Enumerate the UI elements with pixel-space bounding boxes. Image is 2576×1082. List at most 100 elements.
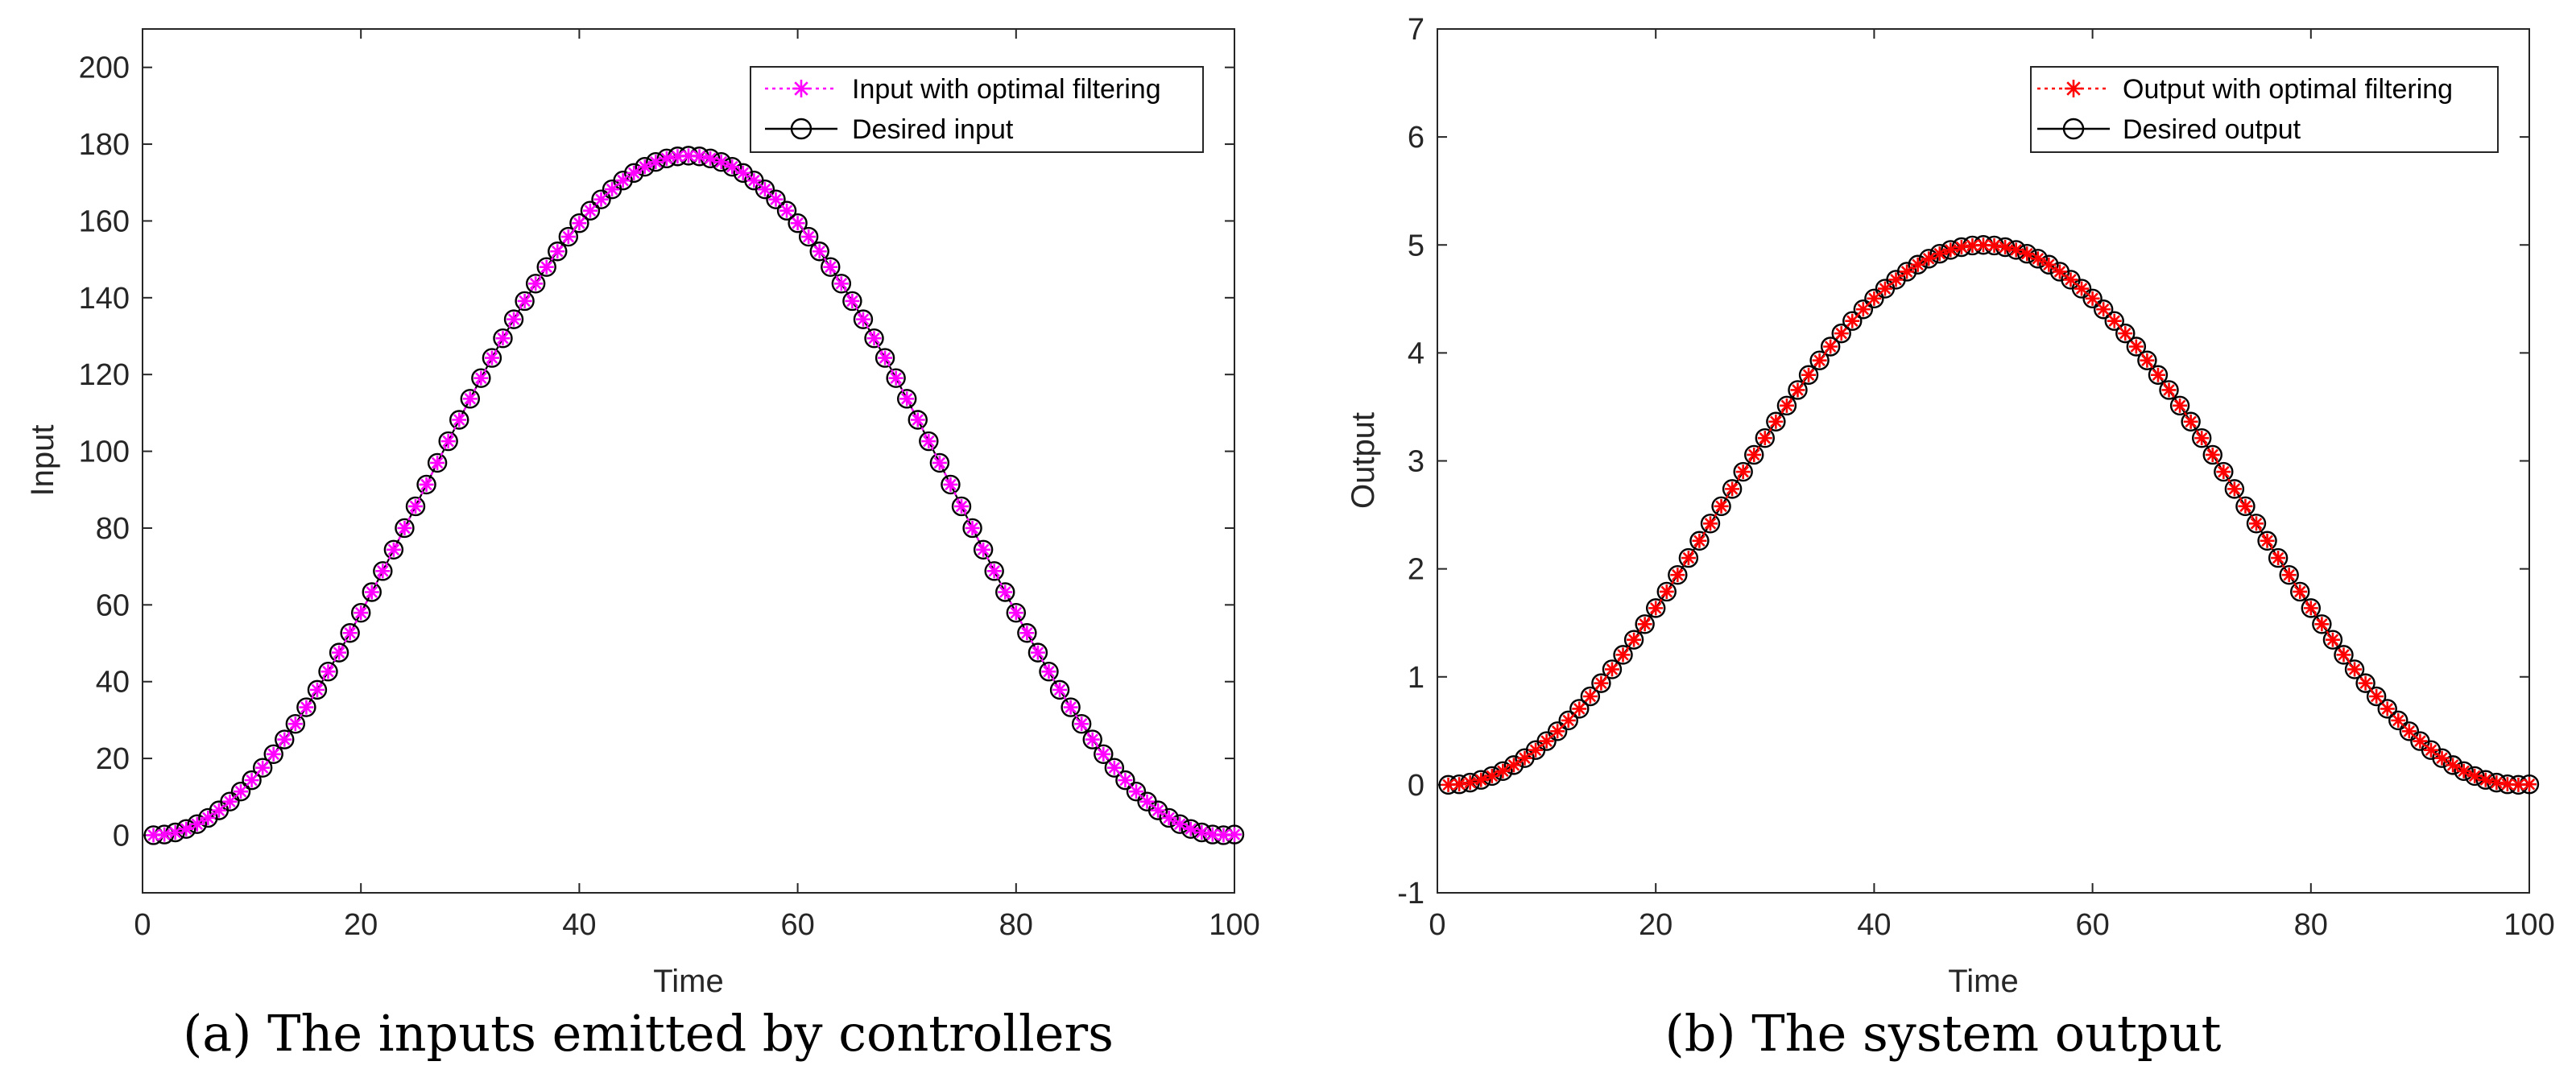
a-point-filtered — [1008, 605, 1023, 621]
a-point-desired — [1169, 814, 1190, 834]
a-point-desired — [864, 328, 884, 349]
b-point-filtered — [1735, 465, 1751, 480]
b-point-filtered — [2325, 632, 2340, 647]
b-point-desired — [1547, 721, 1568, 741]
a-point-desired — [515, 291, 535, 312]
b-point-filtered — [1867, 291, 1882, 306]
b-ytick-label: -1 — [1397, 877, 1424, 911]
a-point-desired — [776, 200, 797, 221]
a-point-desired — [493, 328, 513, 349]
b-point-filtered — [2085, 291, 2100, 306]
a-ytick-label: 20 — [96, 742, 130, 776]
a-point-desired — [1049, 679, 1070, 700]
b-point-desired — [2093, 299, 2114, 320]
b-point-filtered — [1768, 414, 1784, 429]
a-point-desired — [373, 561, 393, 581]
b-point-desired — [1918, 249, 1939, 269]
b-point-filtered — [1659, 584, 1674, 599]
a-point-desired — [220, 791, 240, 812]
b-ytick-label: 5 — [1408, 229, 1424, 262]
a-point-filtered — [507, 312, 522, 327]
a-point-desired — [460, 389, 480, 409]
a-ytick-label: 200 — [79, 52, 130, 85]
b-ytick-label: 1 — [1408, 661, 1424, 695]
a-point-filtered — [1052, 682, 1068, 697]
b-point-filtered — [2227, 481, 2242, 497]
a-ytick-label: 160 — [79, 204, 130, 238]
a-point-filtered — [823, 259, 838, 275]
a-point-desired — [536, 257, 556, 277]
b-point-desired — [2290, 581, 2310, 602]
legend-a-label-filtered: Input with optimal filtering — [852, 74, 1161, 105]
b-point-desired — [1809, 350, 1830, 370]
a-point-desired — [951, 496, 972, 517]
legend-b-circle-marker — [2062, 118, 2085, 140]
a-point-filtered — [354, 605, 369, 621]
b-point-desired — [2115, 323, 2136, 344]
a-point-desired — [613, 171, 633, 191]
b-point-filtered — [2041, 257, 2057, 272]
series-group-a — [143, 146, 1245, 845]
b-point-desired — [1722, 479, 1743, 499]
legend-b-label-desired: Desired output — [2123, 114, 2301, 145]
b-point-filtered — [2391, 712, 2406, 728]
b-point-filtered — [1900, 264, 1915, 279]
b-point-desired — [1645, 598, 1666, 618]
a-point-filtered — [976, 542, 991, 557]
b-ytick-label: 6 — [1408, 121, 1424, 155]
b-point-filtered — [1604, 662, 1619, 677]
legend-b: Output with optimal filtering Desired ou… — [2030, 66, 2499, 153]
a-point-filtered — [1096, 746, 1111, 762]
a-point-filtered — [1227, 827, 1242, 842]
b-point-filtered — [1801, 367, 1817, 382]
b-ytick-label: 3 — [1408, 445, 1424, 479]
a-point-desired — [831, 274, 852, 294]
a-point-desired — [896, 389, 917, 409]
b-point-desired — [2268, 547, 2289, 568]
b-point-filtered — [1987, 237, 2002, 253]
b-point-filtered — [1627, 632, 1642, 647]
b-point-filtered — [2249, 516, 2264, 531]
a-point-desired — [329, 642, 349, 663]
b-point-desired — [2137, 350, 2157, 370]
a-point-filtered — [899, 391, 915, 407]
b-point-desired — [1503, 755, 1524, 775]
legend-b-asterisk-marker — [2065, 80, 2082, 97]
b-point-desired — [2104, 311, 2124, 331]
a-point-desired — [853, 309, 874, 329]
legend-box-a — [750, 66, 1204, 153]
a-point-desired — [230, 781, 251, 802]
a-point-desired — [1082, 729, 1102, 750]
a-point-filtered — [1183, 821, 1198, 836]
a-point-filtered — [452, 412, 467, 427]
b-point-desired — [2464, 766, 2485, 787]
b-ytick-label: 4 — [1408, 337, 1424, 370]
b-point-filtered — [2347, 662, 2363, 677]
b-point-filtered — [1888, 272, 1904, 287]
a-point-desired — [395, 518, 415, 539]
b-point-filtered — [2467, 768, 2483, 783]
a-point-filtered — [1128, 784, 1143, 799]
a-point-filtered — [539, 259, 554, 275]
b-point-desired — [1656, 581, 1677, 602]
panel-a-inputs: 0 20 40 60 80 100020406080100120140160180200 … — [25, 28, 1260, 1063]
b-point-desired — [2039, 254, 2059, 275]
b-point-filtered — [1823, 339, 1838, 354]
a-point-filtered — [845, 293, 860, 308]
a-point-filtered — [713, 155, 729, 170]
b-point-desired — [2388, 710, 2409, 731]
a-ytick-label: 0 — [113, 819, 130, 853]
a-point-filtered — [593, 192, 609, 207]
a-point-desired — [242, 770, 262, 791]
a-point-filtered — [659, 151, 674, 166]
a-point-filtered — [910, 412, 925, 427]
a-point-desired — [973, 539, 994, 560]
b-point-filtered — [2281, 568, 2297, 583]
b-point-filtered — [2380, 701, 2395, 717]
a-point-desired — [482, 348, 502, 368]
a-point-desired — [362, 582, 382, 602]
b-point-filtered — [1452, 777, 1467, 792]
b-point-filtered — [2118, 326, 2133, 341]
a-point-desired — [383, 539, 404, 560]
a-point-filtered — [954, 498, 969, 514]
